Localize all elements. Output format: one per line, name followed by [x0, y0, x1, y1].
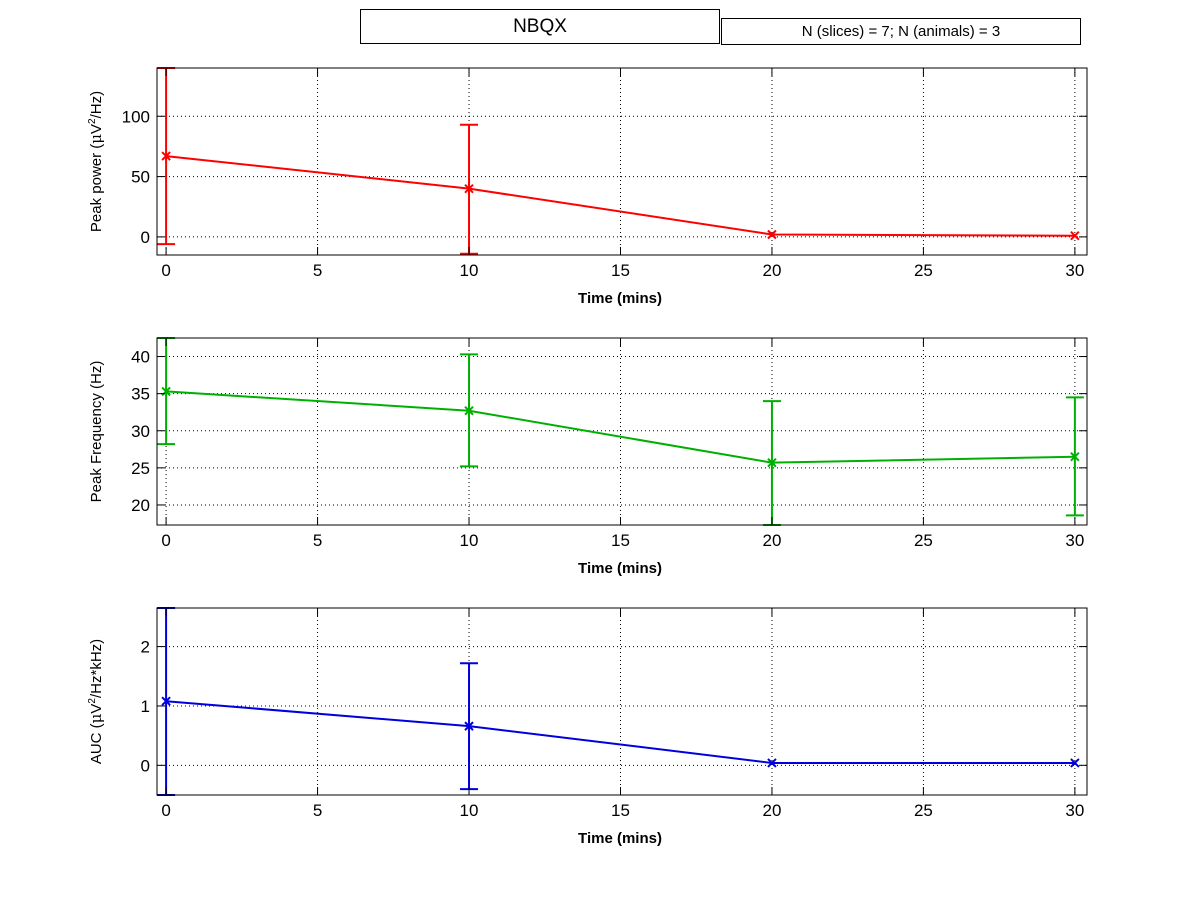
y-axis-label-text: Peak power ( — [88, 144, 105, 232]
y-tick-label: 25 — [131, 459, 150, 478]
y-axis-label: Peak power (μV2/Hz) — [87, 91, 105, 232]
y-tick-label: 30 — [131, 422, 150, 441]
y-tick-label: 50 — [131, 168, 150, 187]
x-tick-label: 25 — [914, 261, 933, 280]
x-tick-label: 30 — [1065, 801, 1084, 820]
x-tick-label: 0 — [161, 261, 170, 280]
y-tick-label: 100 — [122, 107, 150, 126]
series-line — [166, 700, 1075, 764]
x-tick-label: 15 — [611, 531, 630, 550]
axes-box — [156, 607, 1088, 796]
y-tick-label: 20 — [131, 496, 150, 515]
data-point — [161, 696, 171, 706]
y-tick-label: 35 — [131, 385, 150, 404]
y-axis-label-text: AUC ( — [88, 723, 105, 764]
data-point — [161, 151, 171, 161]
y-axis-label-suffix: /Hz*kHz) — [88, 639, 105, 698]
x-tick-label: 20 — [762, 261, 781, 280]
plot-area — [157, 68, 1087, 255]
x-tick-label: 0 — [161, 531, 170, 550]
axes-box — [156, 67, 1088, 256]
data-point — [767, 229, 777, 240]
y-axis-label: AUC (μV2/Hz*kHz) — [87, 639, 105, 764]
data-point — [1070, 230, 1080, 241]
x-tick-label: 30 — [1065, 531, 1084, 550]
y-tick-label: 40 — [131, 348, 150, 367]
data-point — [1070, 452, 1080, 462]
y-axis-label-superscript: 2 — [87, 698, 98, 704]
y-axis-label-mu: μ — [87, 713, 105, 723]
x-tick-label: 5 — [313, 531, 322, 550]
y-tick-label: 2 — [141, 638, 150, 657]
y-tick-label: 0 — [141, 756, 150, 775]
x-tick-label: 25 — [914, 801, 933, 820]
subplot-1: 0 5 10 15 20 25 30 0 50 100 Time (mins) Peak power … — [87, 67, 1088, 307]
data-point — [464, 721, 474, 731]
x-axis-label: Time (mins) — [578, 830, 662, 847]
figure-title: NBQX — [360, 9, 720, 44]
y-axis-label-suffix: /Hz) — [88, 91, 105, 119]
x-axis-label: Time (mins) — [578, 290, 662, 307]
series-line — [166, 390, 1075, 464]
x-tick-label: 25 — [914, 531, 933, 550]
y-axis-label: Peak Frequency (Hz) — [88, 361, 105, 503]
x-tick-label: 0 — [161, 801, 170, 820]
x-tick-label: 20 — [762, 531, 781, 550]
sample-size-label: N (slices) = 7; N (animals) = 3 — [721, 18, 1081, 45]
y-axis-label-mu: μ — [87, 134, 105, 144]
x-tick-label: 15 — [611, 801, 630, 820]
x-tick-label: 20 — [762, 801, 781, 820]
data-point — [767, 758, 777, 768]
x-tick-label: 15 — [611, 261, 630, 280]
data-point — [1070, 758, 1080, 768]
x-axis-label: Time (mins) — [578, 560, 662, 577]
x-tick-label: 10 — [460, 801, 479, 820]
y-tick-label: 0 — [141, 228, 150, 247]
y-axis-label-unit: V — [88, 124, 105, 134]
x-tick-label: 10 — [460, 531, 479, 550]
series-line — [165, 155, 1075, 237]
data-point — [767, 457, 777, 468]
subplot-2: 0 5 10 15 20 25 30 20 25 30 35 40 Time (mins) Peak Fr… — [88, 337, 1088, 577]
y-axis-label-superscript: 2 — [87, 118, 98, 124]
y-tick-label: 1 — [141, 697, 150, 716]
y-axis-label-text: Peak Frequency (Hz) — [88, 361, 105, 503]
data-point — [464, 183, 474, 194]
x-tick-label: 30 — [1065, 261, 1084, 280]
y-axis-label-unit: V — [88, 704, 105, 714]
plot-area — [157, 338, 1087, 525]
data-point — [464, 406, 474, 416]
x-tick-label: 5 — [313, 261, 322, 280]
axes-box — [156, 337, 1088, 526]
x-tick-label: 5 — [313, 801, 322, 820]
x-tick-label: 10 — [460, 261, 479, 280]
plot-area — [157, 608, 1087, 795]
